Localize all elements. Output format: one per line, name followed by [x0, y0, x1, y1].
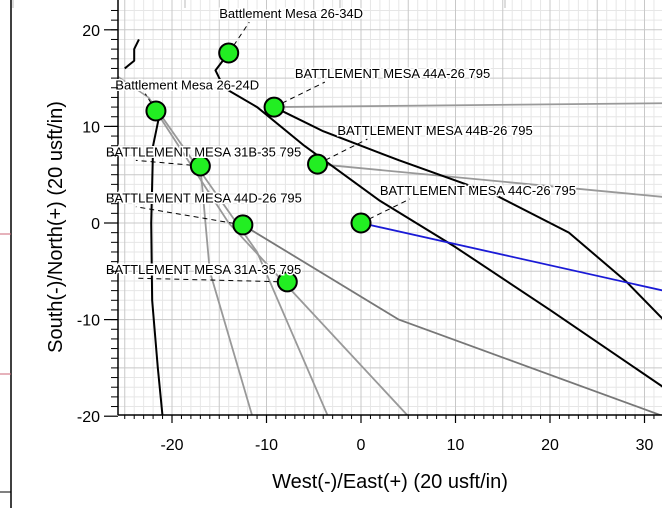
well-label: BATTLEMENT MESA 31A-35 795: [106, 262, 301, 277]
plan-path-line: [199, 165, 253, 415]
y-axis-label: South(-)/North(+) (20 usft/in): [45, 101, 67, 353]
well-label: BATTLEMENT MESA 44A-26 795: [295, 66, 490, 81]
y-tick-label: 10: [82, 119, 100, 136]
well-labels: Battlement Mesa 26-34D BATTLEMENT MESA 44…: [104, 5, 577, 279]
well-markers: [145, 42, 372, 293]
y-tick-label: -20: [77, 409, 100, 426]
y-tick-label: 0: [91, 216, 100, 233]
x-axis-label: West(-)/East(+) (20 usft/in): [272, 471, 508, 493]
well-marker: [145, 100, 167, 122]
axes: -20 -10 0 10 20 30 -20 -10 0 10 20: [77, 9, 655, 454]
plan-path-line: [155, 110, 409, 415]
well-label: Battlement Mesa 26-34D: [219, 6, 363, 21]
plan-path-line: [147, 96, 329, 415]
x-tick-label: 10: [447, 437, 465, 454]
well-marker: [263, 96, 285, 118]
plan-path-line: [274, 102, 662, 108]
survey-paths: [124, 39, 662, 415]
well-marker: [218, 42, 240, 64]
x-tick-label: -10: [255, 437, 278, 454]
well-marker: [307, 153, 329, 175]
well-label: BATTLEMENT MESA 44B-26 795: [337, 123, 532, 138]
survey-path-line: [150, 108, 164, 415]
survey-path-line: [214, 52, 662, 388]
active-path-line: [360, 222, 662, 292]
x-tick-label: 0: [357, 437, 366, 454]
label-leader-line: [135, 159, 201, 167]
well-marker: [276, 271, 298, 293]
well-marker: [189, 155, 211, 177]
well-label: BATTLEMENT MESA 44D-26 795: [106, 191, 302, 206]
major-gridlines: [118, 0, 662, 415]
well-label: Battlement Mesa 26-24D: [115, 78, 259, 93]
plot-frame: [117, 0, 662, 416]
active-paths: [360, 222, 662, 292]
y-tick-label: -10: [77, 313, 100, 330]
survey-path-line: [124, 39, 140, 70]
plan-path-extra: [118, 75, 149, 99]
x-tick-label: 20: [541, 437, 559, 454]
plan-path-line: [317, 163, 662, 198]
left-frame-marks: [0, 0, 506, 508]
label-leader-line: [228, 21, 250, 54]
plan-path-line: [242, 224, 662, 415]
well-label: BATTLEMENT MESA 44C-26 795: [380, 183, 576, 198]
well-marker: [350, 212, 372, 234]
label-leader-line: [135, 206, 243, 226]
x-tick-label: -20: [160, 437, 183, 454]
well-marker: [232, 214, 254, 236]
x-tick-label: 30: [636, 437, 654, 454]
survey-path-line: [273, 106, 662, 320]
label-leader-line: [135, 277, 288, 283]
well-label: BATTLEMENT MESA 31B-35 795: [106, 144, 301, 159]
plan-paths: [118, 75, 662, 415]
y-tick-label: 20: [82, 23, 100, 40]
